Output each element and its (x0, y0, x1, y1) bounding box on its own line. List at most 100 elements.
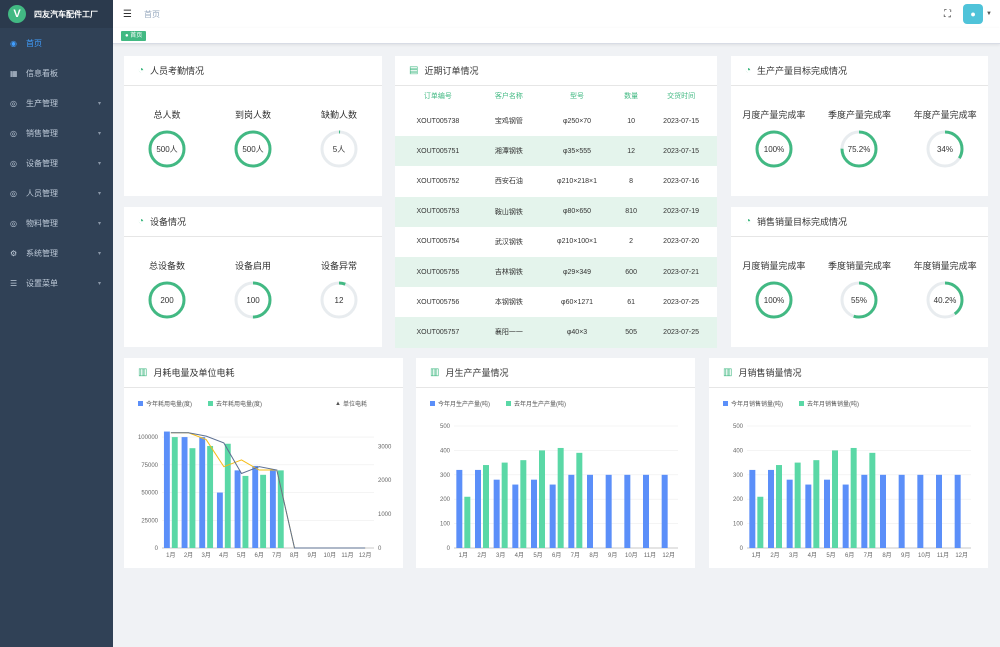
bar[interactable] (568, 474, 575, 548)
bar[interactable] (954, 474, 961, 548)
gear-icon: ⚙ (10, 248, 18, 258)
bar[interactable] (207, 445, 214, 548)
bar[interactable] (898, 474, 905, 548)
bar[interactable] (199, 437, 206, 548)
bar[interactable] (661, 474, 668, 548)
bar[interactable] (824, 479, 830, 548)
bar[interactable] (832, 450, 838, 548)
bar[interactable] (917, 474, 924, 548)
table-row[interactable]: XOUT005755 吉林钢铁 φ29×349 600 2023-07-21 (395, 256, 717, 288)
bar[interactable] (464, 496, 471, 548)
bar[interactable] (216, 492, 223, 548)
stat-label: 总设备数 (148, 261, 185, 271)
bar[interactable] (624, 474, 631, 548)
legend-item[interactable]: 今年月生产产量(吨) (430, 399, 490, 408)
table-row[interactable]: XOUT005757 襄阳一一 φ40×3 505 2023-07-25 (395, 317, 717, 348)
legend-item[interactable]: ▲ 单位电耗 (335, 399, 367, 409)
bar[interactable] (605, 474, 612, 548)
bar[interactable] (776, 465, 782, 548)
bar[interactable] (813, 460, 820, 548)
bar[interactable] (475, 469, 481, 548)
bar[interactable] (643, 474, 649, 548)
bar[interactable] (163, 431, 170, 548)
table-row[interactable]: XOUT005756 本钢钢铁 φ60×1271 61 2023-07-25 (395, 287, 717, 317)
progress-ring: 5人 (320, 130, 358, 168)
avatar[interactable]: ● (963, 4, 984, 24)
stat-item: 总设备数 200 (124, 259, 209, 320)
bar[interactable] (512, 484, 519, 548)
bar[interactable] (768, 469, 774, 548)
x-tick-label: 1月 (459, 552, 468, 559)
bar[interactable] (277, 470, 284, 548)
sidebar-item-3[interactable]: ◎ 销售管理 ▾ (0, 118, 113, 148)
sidebar-item-5[interactable]: ◎ 人员管理 ▾ (0, 178, 113, 208)
legend-item[interactable]: 去年月销售销量(吨) (799, 399, 859, 408)
legend-item[interactable]: 去年月生产产量(吨) (506, 399, 566, 408)
sidebar-item-2[interactable]: ◎ 生产管理 ▾ (0, 88, 113, 118)
x-tick-label: 12月 (955, 552, 968, 559)
bar[interactable] (242, 475, 249, 548)
table-row[interactable]: XOUT005753 鞍山钢铁 φ80×650 810 2023-07-19 (395, 196, 717, 227)
fullscreen-icon[interactable]: ⛶ (944, 8, 952, 20)
sidebar-item-8[interactable]: ☰ 设置菜单 ▾ (0, 268, 113, 298)
bar[interactable] (531, 479, 537, 548)
bar[interactable] (181, 437, 188, 548)
sidebar-item-6[interactable]: ◎ 物料管理 ▾ (0, 208, 113, 238)
bar[interactable] (269, 470, 276, 548)
bar[interactable] (587, 474, 593, 548)
bar[interactable] (252, 465, 259, 548)
bar-chart-icon: ▥ (138, 367, 148, 378)
stat-item: 到岗人数 500人 (210, 108, 295, 169)
bar[interactable] (850, 447, 857, 548)
progress-ring: 55% (840, 281, 878, 319)
bar[interactable] (869, 452, 876, 548)
bar[interactable] (549, 484, 556, 548)
bar[interactable] (520, 460, 527, 548)
progress-ring: 500人 (234, 130, 272, 168)
table-row[interactable]: XOUT005754 武汉钢铁 φ210×100×1 2 2023-07-20 (395, 227, 717, 257)
bar[interactable] (539, 450, 545, 548)
bar[interactable] (171, 437, 178, 548)
bar[interactable] (557, 447, 564, 548)
bar[interactable] (805, 484, 812, 548)
sidebar-item-7[interactable]: ⚙ 系统管理 ▾ (0, 238, 113, 268)
chevron-down-icon[interactable]: ▼ (986, 11, 992, 17)
bar[interactable] (749, 469, 756, 548)
bar[interactable] (234, 470, 241, 548)
bar[interactable] (483, 465, 489, 548)
table-cell: φ250×70 (562, 117, 592, 125)
bar[interactable] (880, 474, 886, 548)
chevron-down-icon: ▾ (97, 130, 101, 137)
bar[interactable] (786, 479, 793, 548)
sidebar-item-1[interactable]: ▦ 信息看板 (0, 58, 113, 88)
sidebar-item-0[interactable]: ◉ 首页 (0, 28, 113, 58)
table-row[interactable]: XOUT005738 宝鸡钢管 φ250×70 10 2023-07-15 (395, 106, 717, 136)
bar[interactable] (576, 452, 583, 548)
legend-swatch (208, 401, 213, 406)
legend-item[interactable]: 今年月销售销量(吨) (723, 399, 783, 408)
hamburger-icon[interactable]: ☰ (123, 8, 132, 20)
bar[interactable] (224, 443, 231, 548)
sidebar-item-4[interactable]: ◎ 设备管理 ▾ (0, 148, 113, 178)
tag-home[interactable]: ● 首页 (121, 31, 147, 41)
legend-item[interactable]: 今年耗用电量(度) (138, 399, 192, 408)
logo[interactable]: V 四友汽车配件工厂 (0, 0, 113, 28)
bar[interactable] (936, 474, 942, 548)
legend-item[interactable]: 去年耗用电量(度) (208, 399, 262, 408)
x-tick-label: 8月 (882, 552, 891, 559)
bar[interactable] (842, 484, 849, 548)
production-chart-title: ▥ 月生产产量情况 (416, 358, 695, 388)
table-row[interactable]: XOUT005752 西安石油 φ210×218×1 8 2023-07-16 (395, 166, 717, 196)
bar[interactable] (757, 496, 764, 548)
bar[interactable] (456, 469, 463, 548)
bar[interactable] (493, 479, 500, 548)
bar[interactable] (501, 462, 508, 548)
equipment-title-text: 设备情况 (150, 217, 187, 227)
bar[interactable] (861, 474, 868, 548)
triangle-icon: ▲ (335, 400, 341, 407)
bar[interactable] (260, 474, 267, 548)
table-row[interactable]: XOUT005751 湘潭钢铁 φ35×555 12 2023-07-15 (395, 136, 717, 167)
bar[interactable] (189, 448, 196, 548)
bar[interactable] (794, 462, 801, 548)
breadcrumb[interactable]: 首页 (143, 9, 160, 19)
